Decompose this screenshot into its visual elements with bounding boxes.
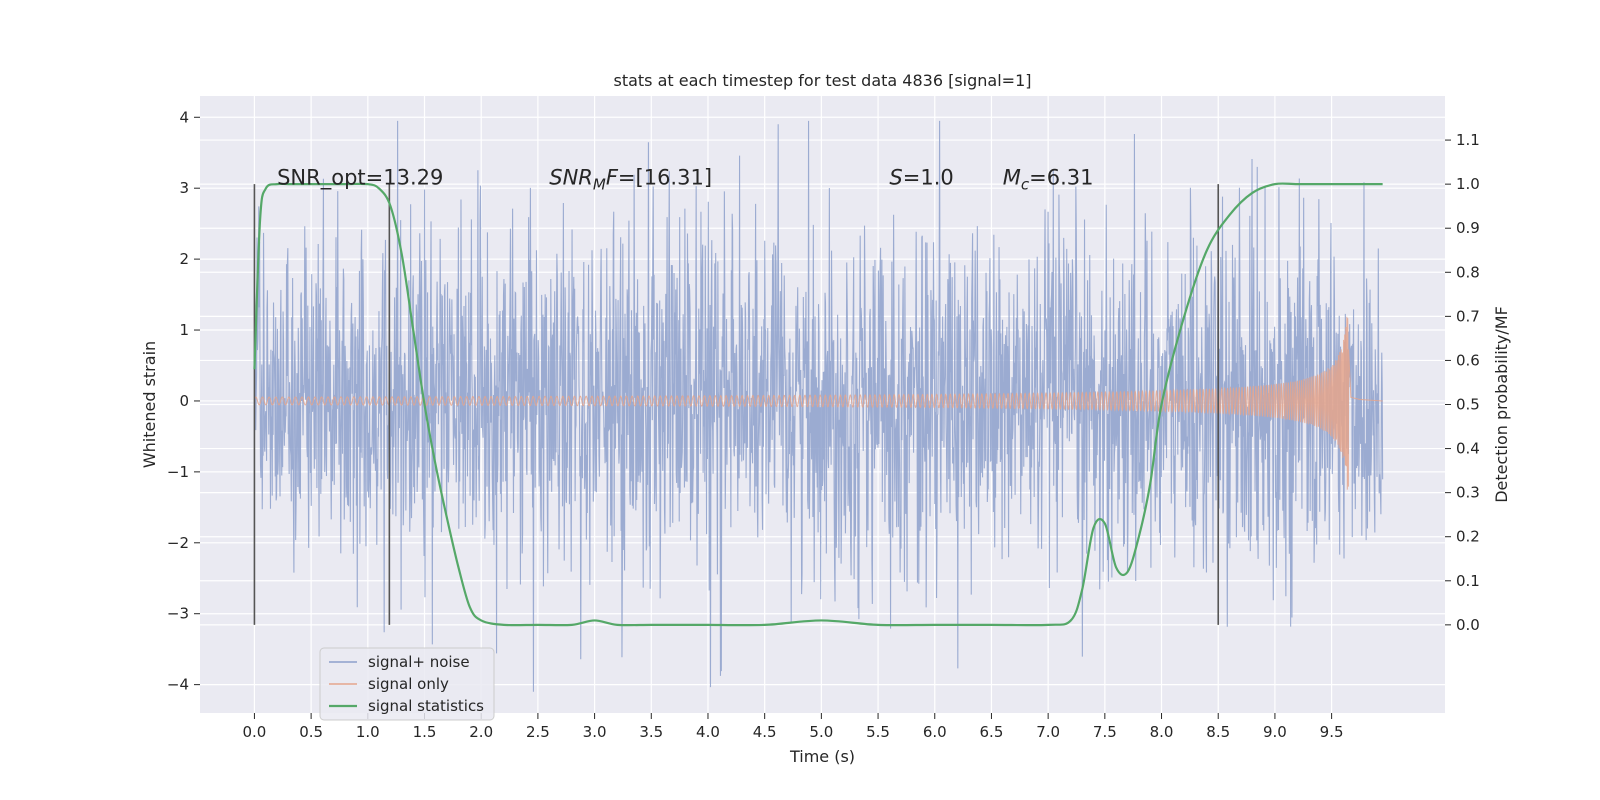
x-tick-label: 4.5	[753, 723, 777, 741]
signal-statistics-line	[253, 182, 1383, 627]
y-tick-label: 3	[179, 179, 189, 197]
legend-label-signal-only: signal only	[368, 675, 449, 693]
y-right-tick-label: 0.6	[1456, 351, 1480, 369]
y-tick-label: 0	[179, 392, 189, 410]
signal-noise-line	[253, 120, 1384, 692]
x-tick-label: 2.5	[526, 723, 550, 741]
y-right-tick-label: 0.4	[1456, 440, 1480, 458]
x-tick-label: 0.5	[299, 723, 323, 741]
y-right-tick-label: 1.0	[1456, 175, 1480, 193]
y-tick-label: 4	[179, 108, 189, 126]
x-tick-label: 1.0	[356, 723, 380, 741]
legend: signal+ noise signal only signal statist…	[319, 647, 495, 721]
x-tick-label: 7.0	[1036, 723, 1060, 741]
y-right-tick-label: 0.5	[1456, 396, 1480, 414]
x-tick-label: 6.0	[923, 723, 947, 741]
x-tick-label: 0.0	[242, 723, 266, 741]
x-axis-label: Time (s)	[789, 747, 855, 766]
x-tick-label: 7.5	[1093, 723, 1117, 741]
y-right-tick-label: 0.1	[1456, 572, 1480, 590]
x-tick-label: 9.5	[1320, 723, 1344, 741]
x-tick-label: 2.0	[469, 723, 493, 741]
signal-noise-series	[253, 120, 1384, 692]
y-right-tick-label: 1.1	[1456, 131, 1480, 149]
annotation-mc: Mc=6.31	[1003, 166, 1094, 194]
y-right-tick-label: 0.2	[1456, 528, 1480, 546]
vertical-markers	[253, 184, 1220, 625]
annotation-s-value: =1.0	[903, 166, 954, 190]
annotation-mc-sub: c	[1021, 176, 1030, 194]
annotation-mc-base: M	[1003, 166, 1021, 190]
legend-label-signal-statistics: signal statistics	[368, 697, 484, 715]
annotations: SNR_opt=13.29 SNRMF=[16.31] S=1.0 Mc=6.3…	[277, 166, 1093, 194]
y-tick-label: 2	[179, 250, 189, 268]
y-tick-label: 1	[179, 321, 189, 339]
annotation-s: S=1.0	[889, 166, 953, 190]
y-right-tick-label: 0.7	[1456, 307, 1480, 325]
x-tick-label: 8.0	[1150, 723, 1174, 741]
x-tick-label: 9.0	[1263, 723, 1287, 741]
y-right-tick-label: 0.0	[1456, 616, 1480, 634]
signal-only-line	[253, 316, 1383, 490]
y-axis-label: Whitened strain	[140, 341, 159, 468]
y-tick-label: −3	[167, 605, 189, 623]
x-tick-label: 5.5	[866, 723, 890, 741]
annotation-mc-value: =6.31	[1029, 166, 1093, 190]
signal-statistics-series	[253, 182, 1383, 627]
x-tick-label: 3.0	[583, 723, 607, 741]
annotation-snr-opt: SNR_opt=13.29	[277, 166, 443, 191]
x-tick-label: 8.5	[1206, 723, 1230, 741]
annotation-snr-mf-base: SNR	[549, 166, 593, 190]
y-right-tick-label: 0.8	[1456, 263, 1480, 281]
y-axis-right-label: Detection probability/MF	[1492, 306, 1511, 503]
annotation-snr-mf-value: =[16.31]	[618, 166, 712, 190]
x-tick-label: 5.0	[809, 723, 833, 741]
signal-only-series	[253, 316, 1383, 490]
annotation-snr-mf: SNRMF=[16.31]	[549, 166, 712, 194]
y-tick-label: −1	[167, 463, 189, 481]
legend-box	[319, 647, 495, 721]
annotation-snr-mf-sub: M	[593, 176, 606, 194]
annotation-s-symbol: S	[889, 166, 902, 190]
x-tick-label: 1.5	[413, 723, 437, 741]
chart-title: stats at each timestep for test data 483…	[613, 71, 1031, 90]
annotation-snr-mf-f: F	[606, 166, 619, 190]
y-tick-label: −2	[167, 534, 189, 552]
legend-label-signal-noise: signal+ noise	[368, 653, 470, 671]
x-tick-label: 4.0	[696, 723, 720, 741]
y-right-tick-label: 0.3	[1456, 484, 1480, 502]
y-tick-label: −4	[167, 676, 189, 694]
y-right-tick-label: 0.9	[1456, 219, 1480, 237]
x-tick-label: 3.5	[639, 723, 663, 741]
tick-labels: 0.0 0.5 1.0 1.5 2.0 2.5 3.0 3.5 4.0 4.5 5.0 5.5 6.0 6…	[167, 108, 1480, 741]
x-tick-label: 6.5	[980, 723, 1004, 741]
